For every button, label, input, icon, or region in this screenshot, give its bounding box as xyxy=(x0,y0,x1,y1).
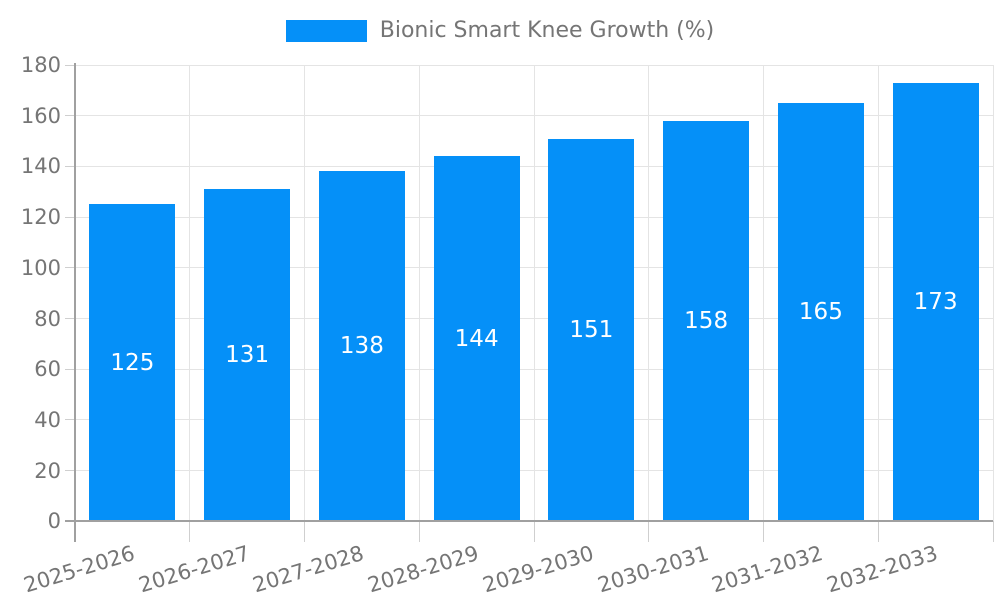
y-tick-label: 80 xyxy=(34,306,61,331)
y-tick-mark xyxy=(65,64,75,66)
y-tick-mark xyxy=(65,368,75,370)
bar xyxy=(777,103,864,522)
bar-value-label: 151 xyxy=(569,316,614,343)
y-tick-label: 180 xyxy=(20,53,61,77)
bar xyxy=(892,82,979,522)
x-tick-label: 2032-2033 xyxy=(824,541,941,598)
y-tick-label: 160 xyxy=(20,103,61,128)
y-tick-label: 40 xyxy=(34,407,61,432)
y-tick-mark xyxy=(65,115,75,117)
y-tick-mark xyxy=(65,267,75,269)
x-tick-mark xyxy=(304,521,305,543)
x-tick-mark xyxy=(992,521,994,543)
bar-value-label: 173 xyxy=(913,289,958,316)
bar-value-label: 125 xyxy=(110,349,155,376)
x-tick-label: 2025-2026 xyxy=(20,541,138,598)
x-tick-mark xyxy=(189,521,191,543)
x-tick-label: 2027-2028 xyxy=(250,541,367,598)
y-axis-line xyxy=(74,63,76,543)
x-tick-mark xyxy=(648,521,650,543)
x-tick-label: 2030-2031 xyxy=(594,541,712,598)
x-tick-mark xyxy=(763,521,764,543)
x-tick-mark xyxy=(533,521,535,543)
y-tick-label: 0 xyxy=(47,509,61,534)
bar-value-label: 144 xyxy=(454,325,499,352)
legend-swatch-icon xyxy=(285,20,367,42)
bar-value-label: 165 xyxy=(798,299,843,326)
gridline-vertical xyxy=(189,65,191,522)
gridline-vertical xyxy=(418,65,420,522)
legend-label: Bionic Smart Knee Growth (%) xyxy=(379,18,715,43)
gridline-vertical xyxy=(763,65,764,522)
y-tick-mark xyxy=(65,165,75,167)
bar xyxy=(433,156,520,522)
x-tick-label: 2026-2027 xyxy=(135,541,253,598)
bar xyxy=(663,120,750,522)
y-tick-mark xyxy=(65,419,75,421)
x-tick-label: 2028-2029 xyxy=(365,541,482,598)
gridline-vertical xyxy=(877,65,879,522)
bar-value-label: 131 xyxy=(225,342,270,369)
x-tick-label: 2031-2032 xyxy=(709,541,826,598)
y-tick-label: 120 xyxy=(20,205,61,230)
bar xyxy=(548,138,635,522)
chart-legend: Bionic Smart Knee Growth (%) xyxy=(0,18,1000,44)
bar xyxy=(204,189,291,522)
gridline-vertical xyxy=(992,65,994,522)
y-tick-mark xyxy=(65,216,75,218)
bar xyxy=(318,171,405,522)
y-tick-label: 20 xyxy=(34,458,61,483)
x-tick-mark xyxy=(418,521,420,543)
y-tick-mark xyxy=(65,318,75,320)
gridline-vertical xyxy=(533,65,535,522)
bar-value-label: 138 xyxy=(339,333,384,360)
gridline-vertical xyxy=(648,65,650,522)
x-tick-mark xyxy=(877,521,879,543)
y-tick-label: 100 xyxy=(20,255,61,280)
bar-value-label: 158 xyxy=(684,308,729,335)
y-tick-mark xyxy=(65,470,75,472)
bar xyxy=(89,204,176,522)
y-tick-label: 60 xyxy=(34,357,61,382)
x-axis-line xyxy=(65,520,993,523)
y-tick-label: 140 xyxy=(20,154,61,179)
gridline-vertical xyxy=(304,65,305,522)
x-tick-label: 2029-2030 xyxy=(479,541,597,598)
